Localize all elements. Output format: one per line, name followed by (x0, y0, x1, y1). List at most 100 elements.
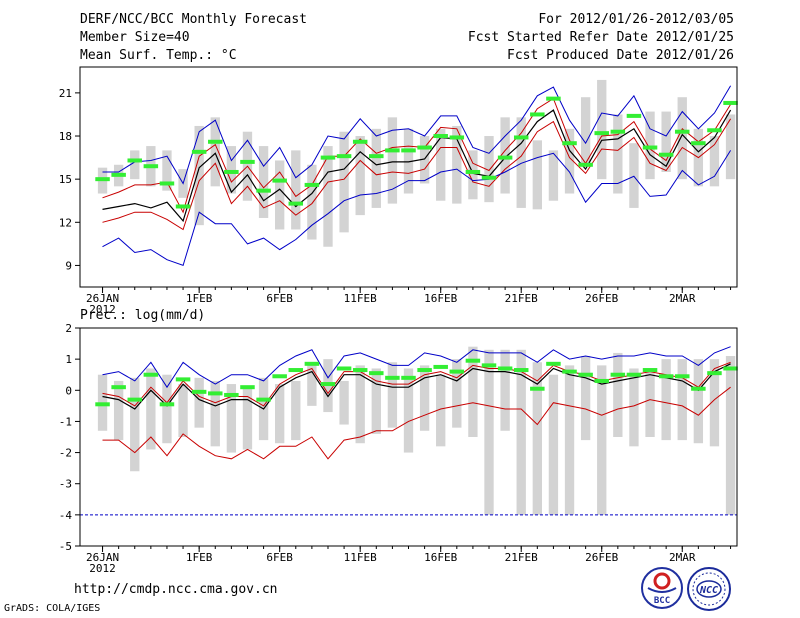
obs-mean-marker (369, 371, 384, 376)
obs-mean-marker (95, 177, 110, 182)
y-tick-label: 9 (65, 259, 72, 272)
spread-box (516, 349, 526, 515)
obs-mean-marker (385, 375, 400, 380)
spread-box (436, 374, 446, 447)
spread-box (532, 140, 542, 210)
obs-mean-marker (175, 204, 191, 209)
spread-box (677, 359, 687, 441)
y-tick-label: -3 (59, 478, 72, 491)
grads-credit: GrADS: COLA/IGES (4, 603, 101, 614)
bcc-logo: BCC (641, 567, 683, 609)
obs-mean-marker (530, 386, 545, 391)
spread-box (629, 368, 639, 447)
obs-mean-marker (95, 402, 110, 407)
x-tick-label: 26FEB (585, 292, 618, 305)
obs-mean-marker (562, 369, 577, 374)
spread-box (725, 114, 736, 180)
obs-mean-marker (256, 397, 271, 402)
spread-box (613, 352, 623, 437)
spread-box (210, 380, 220, 447)
obs-mean-marker (240, 159, 255, 164)
spread-box (580, 356, 591, 441)
obs-mean-marker (304, 361, 320, 366)
series-lower-line (102, 386, 731, 460)
spread-box (468, 150, 478, 200)
x-tick-label: 26FEB (585, 551, 618, 564)
y-tick-label: 18 (59, 130, 72, 143)
spread-box (419, 136, 430, 184)
obs-mean-marker (610, 129, 626, 134)
obs-mean-marker (658, 152, 674, 157)
spread-box (564, 365, 575, 515)
y-tick-label: 0 (65, 384, 72, 397)
obs-mean-marker (642, 145, 658, 150)
spread-box (709, 136, 720, 187)
chart-title: DERF/NCC/BCC Monthly Forecast (80, 12, 307, 27)
obs-mean-marker (127, 397, 142, 402)
precip-variable-label: Prec.: log(mm/d) (80, 308, 206, 323)
y-tick-label: -4 (59, 509, 73, 522)
bcc-logo-text: BCC (654, 596, 670, 606)
spread-box (355, 365, 365, 444)
obs-mean-marker (465, 358, 481, 363)
source-url[interactable]: http://cmdp.ncc.cma.gov.cn (74, 582, 278, 597)
obs-mean-marker (208, 391, 223, 396)
spread-box (597, 79, 607, 180)
x-tick-label: 21FEB (505, 551, 538, 564)
spread-box (146, 368, 156, 450)
obs-mean-marker (707, 371, 722, 376)
spread-box (436, 128, 446, 201)
obs-mean-marker (320, 155, 336, 160)
x-tick-label: 26JAN (86, 551, 119, 564)
spread-box (468, 346, 478, 437)
obs-mean-marker (578, 162, 593, 167)
obs-mean-marker (417, 145, 432, 150)
obs-mean-marker (320, 382, 336, 387)
obs-mean-marker (336, 366, 352, 371)
obs-mean-marker (449, 135, 465, 140)
y-tick-label: -2 (59, 447, 72, 460)
obs-mean-marker (723, 100, 738, 105)
obs-mean-marker (497, 155, 513, 160)
obs-mean-marker (433, 364, 448, 369)
obs-mean-marker (256, 188, 271, 193)
spread-box (226, 146, 237, 194)
obs-mean-marker (481, 175, 497, 180)
spread-box (548, 150, 559, 201)
obs-mean-marker (111, 172, 126, 177)
obs-mean-marker (143, 164, 159, 169)
obs-mean-marker (626, 113, 642, 118)
spread-box (661, 359, 671, 441)
obs-mean-marker (658, 374, 674, 379)
obs-mean-marker (288, 368, 304, 373)
spread-box (629, 143, 639, 208)
spread-box (178, 384, 188, 437)
spread-box (725, 356, 736, 515)
obs-mean-marker (369, 154, 384, 159)
spread-box (548, 374, 559, 515)
series-lower-line (102, 118, 732, 231)
spread-box (291, 150, 301, 230)
spread-box (291, 380, 301, 441)
spread-box (355, 136, 365, 216)
spread-box (339, 131, 349, 233)
obs-mean-marker (288, 201, 304, 206)
x-tick-label: 26JAN (86, 292, 119, 305)
x-tick-label: 1FEB (186, 551, 213, 564)
spread-box (210, 117, 220, 187)
spread-box (500, 349, 510, 431)
y-tick-label: 12 (59, 216, 72, 229)
obs-mean-marker (513, 135, 529, 140)
obs-mean-marker (449, 369, 465, 374)
obs-mean-marker (111, 385, 126, 390)
spread-box (613, 114, 623, 194)
spread-box (371, 368, 381, 434)
series-max-line (102, 85, 732, 185)
forecast-produced-date: Fcst Produced Date 2012/01/26 (507, 48, 734, 63)
obs-mean-marker (191, 149, 207, 154)
x-tick-label: 16FEB (424, 292, 457, 305)
series-mean-line (102, 109, 732, 223)
spread-box (645, 371, 655, 437)
x-tick-label: 11FEB (344, 551, 377, 564)
obs-mean-marker (224, 392, 239, 397)
